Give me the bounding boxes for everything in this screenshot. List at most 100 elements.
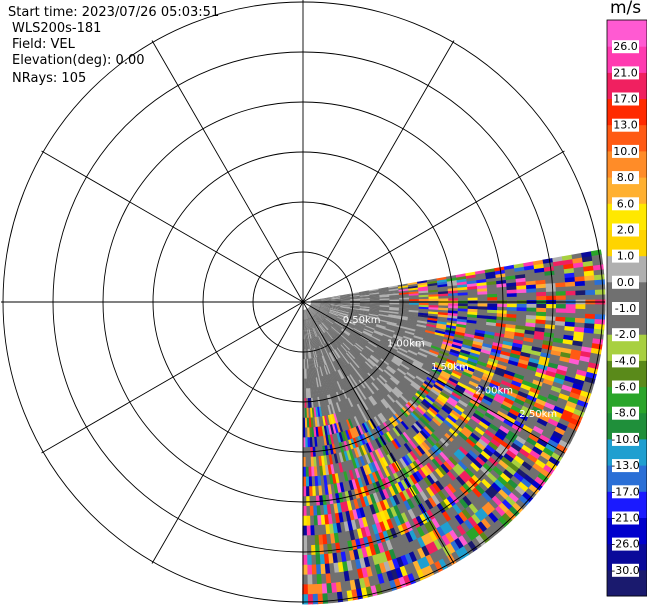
radar-gate — [319, 356, 324, 367]
radar-gate — [412, 435, 422, 446]
radar-gate — [313, 377, 316, 389]
radar-gate — [475, 441, 486, 452]
azimuth-spoke — [302, 301, 565, 454]
radar-gate — [330, 300, 341, 302]
radar-gate — [485, 389, 497, 398]
radar-gate — [302, 545, 308, 556]
radar-gate — [377, 317, 388, 322]
radar-gate — [376, 346, 386, 354]
radar-gate — [302, 574, 308, 585]
radar-gate — [306, 309, 311, 319]
radar-gate — [396, 350, 407, 357]
radar-gate — [541, 430, 553, 440]
radar-gate — [523, 457, 536, 468]
radar-gate — [332, 463, 338, 475]
radar-gate — [305, 309, 310, 320]
radar-gate — [492, 373, 504, 381]
radar-gate — [310, 305, 320, 310]
radar-gate — [340, 451, 347, 463]
radar-gate — [327, 404, 332, 416]
radar-gate — [573, 266, 585, 274]
radar-gate — [442, 461, 453, 472]
radar-gate — [408, 426, 418, 437]
radar-gate — [308, 328, 312, 339]
radar-gate — [357, 368, 366, 378]
radar-gate — [472, 412, 483, 422]
radar-gate — [389, 361, 400, 369]
radar-gate — [314, 387, 318, 398]
radar-gate — [475, 387, 487, 396]
radar-gate — [375, 553, 384, 565]
radar-gate — [438, 291, 449, 295]
radar-gate — [311, 300, 322, 302]
radar-gate — [492, 417, 504, 427]
radar-gate — [330, 304, 341, 306]
radar-gate — [341, 343, 350, 352]
radar-gate — [352, 346, 361, 355]
radar-gate — [310, 303, 322, 306]
radar-gate — [316, 505, 321, 516]
radar-gate — [441, 511, 452, 523]
radar-gate — [396, 325, 407, 330]
radar-gate — [436, 453, 447, 465]
radar-gate — [452, 341, 463, 348]
radar-gate — [382, 334, 393, 341]
radar-gate — [329, 393, 335, 405]
radar-gate — [359, 307, 370, 310]
radar-gate — [367, 342, 377, 350]
radar-gate — [501, 376, 513, 385]
radar-gate — [314, 347, 319, 358]
radar-gate — [422, 398, 433, 408]
radar-gate — [428, 351, 439, 358]
radar-gate — [519, 409, 531, 419]
radar-gate — [442, 403, 454, 413]
radar-gate — [544, 443, 557, 454]
radar-gate — [322, 544, 329, 555]
radar-gate — [371, 405, 380, 416]
radar-gate — [336, 381, 342, 392]
radar-gate — [529, 387, 541, 396]
radar-gate — [465, 438, 476, 448]
radar-gate — [316, 515, 322, 526]
radar-gate — [370, 354, 380, 363]
radar-gate — [358, 315, 369, 320]
colorbar-tick-label: -2.0 — [615, 328, 636, 341]
radar-gate — [538, 390, 550, 399]
radar-gate — [372, 482, 380, 494]
radar-gate — [468, 380, 480, 389]
radar-gate — [317, 367, 321, 378]
radar-gate — [356, 392, 364, 403]
radar-gate — [310, 554, 317, 566]
radar-gate — [317, 312, 326, 319]
radar-gate — [443, 446, 454, 457]
radar-gate — [341, 328, 351, 335]
radar-gate — [565, 304, 577, 310]
radar-gate — [351, 427, 358, 439]
radar-gate — [302, 496, 307, 507]
radar-gate — [303, 319, 305, 331]
radar-gate — [429, 404, 440, 414]
radar-gate — [367, 441, 375, 453]
radar-gate — [398, 287, 409, 291]
radar-gate — [344, 322, 355, 329]
radar-gate — [472, 429, 483, 440]
radar-gate — [356, 528, 364, 540]
radar-gate — [385, 350, 396, 357]
radar-gate — [310, 303, 321, 306]
radar-gate — [509, 427, 521, 437]
radar-gate — [326, 384, 332, 395]
radar-gate — [454, 463, 465, 474]
radar-gate — [525, 276, 536, 283]
radar-gate — [321, 333, 328, 344]
radar-gate — [412, 549, 422, 562]
radar-gate — [487, 512, 499, 524]
radar-gate — [304, 329, 307, 340]
radar-gate — [365, 386, 374, 396]
radar-gate — [391, 338, 402, 345]
radar-gate — [327, 341, 334, 352]
radar-gate — [355, 322, 366, 328]
radar-gate — [328, 312, 338, 318]
radar-gate — [323, 405, 328, 417]
radar-gate — [398, 315, 409, 319]
radar-gate — [368, 314, 379, 319]
